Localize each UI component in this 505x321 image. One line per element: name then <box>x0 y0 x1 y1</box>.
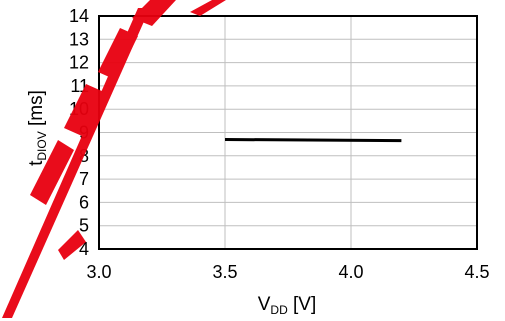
watermark-stroke <box>2 8 150 318</box>
watermark-letter <box>190 0 226 16</box>
series-layer <box>224 137 402 143</box>
x-axis-title: VDD [V] <box>258 294 317 317</box>
x-tick-label: 3.0 <box>86 262 111 282</box>
watermark-letter <box>98 28 138 80</box>
x-tick-labels: 3.0 3.5 4.0 4.5 <box>86 262 489 282</box>
x-tick-label: 4.0 <box>338 262 363 282</box>
y-axis-title: tDIOV [ms] <box>26 90 49 166</box>
x-axis-title-subscript: DD <box>270 303 288 317</box>
plot-frame <box>98 15 478 250</box>
x-tick-label: 4.5 <box>464 262 489 282</box>
x-tick-label: 3.5 <box>212 262 237 282</box>
x-axis-title-main: V <box>258 294 271 315</box>
y-tick-label: 12 <box>69 53 89 73</box>
y-tick-label: 7 <box>79 169 89 189</box>
y-axis-title-unit: [ms] <box>26 90 47 131</box>
y-axis-title-main: t <box>26 160 47 166</box>
y-tick-label: 13 <box>69 29 89 49</box>
y-tick-label: 4 <box>79 239 89 259</box>
y-axis-title-subscript: DIOV <box>35 131 49 160</box>
watermark-letter <box>132 0 176 26</box>
grid-lines <box>98 15 478 250</box>
watermark-letter <box>58 230 86 260</box>
y-tick-label: 5 <box>79 216 89 236</box>
watermark <box>2 0 226 318</box>
y-tick-label: 14 <box>69 6 89 26</box>
y-tick-label: 6 <box>79 192 89 212</box>
watermark-letter <box>64 84 104 136</box>
watermark-letter <box>30 140 74 205</box>
series-line <box>224 137 402 143</box>
x-axis-title-unit: [V] <box>288 294 317 315</box>
